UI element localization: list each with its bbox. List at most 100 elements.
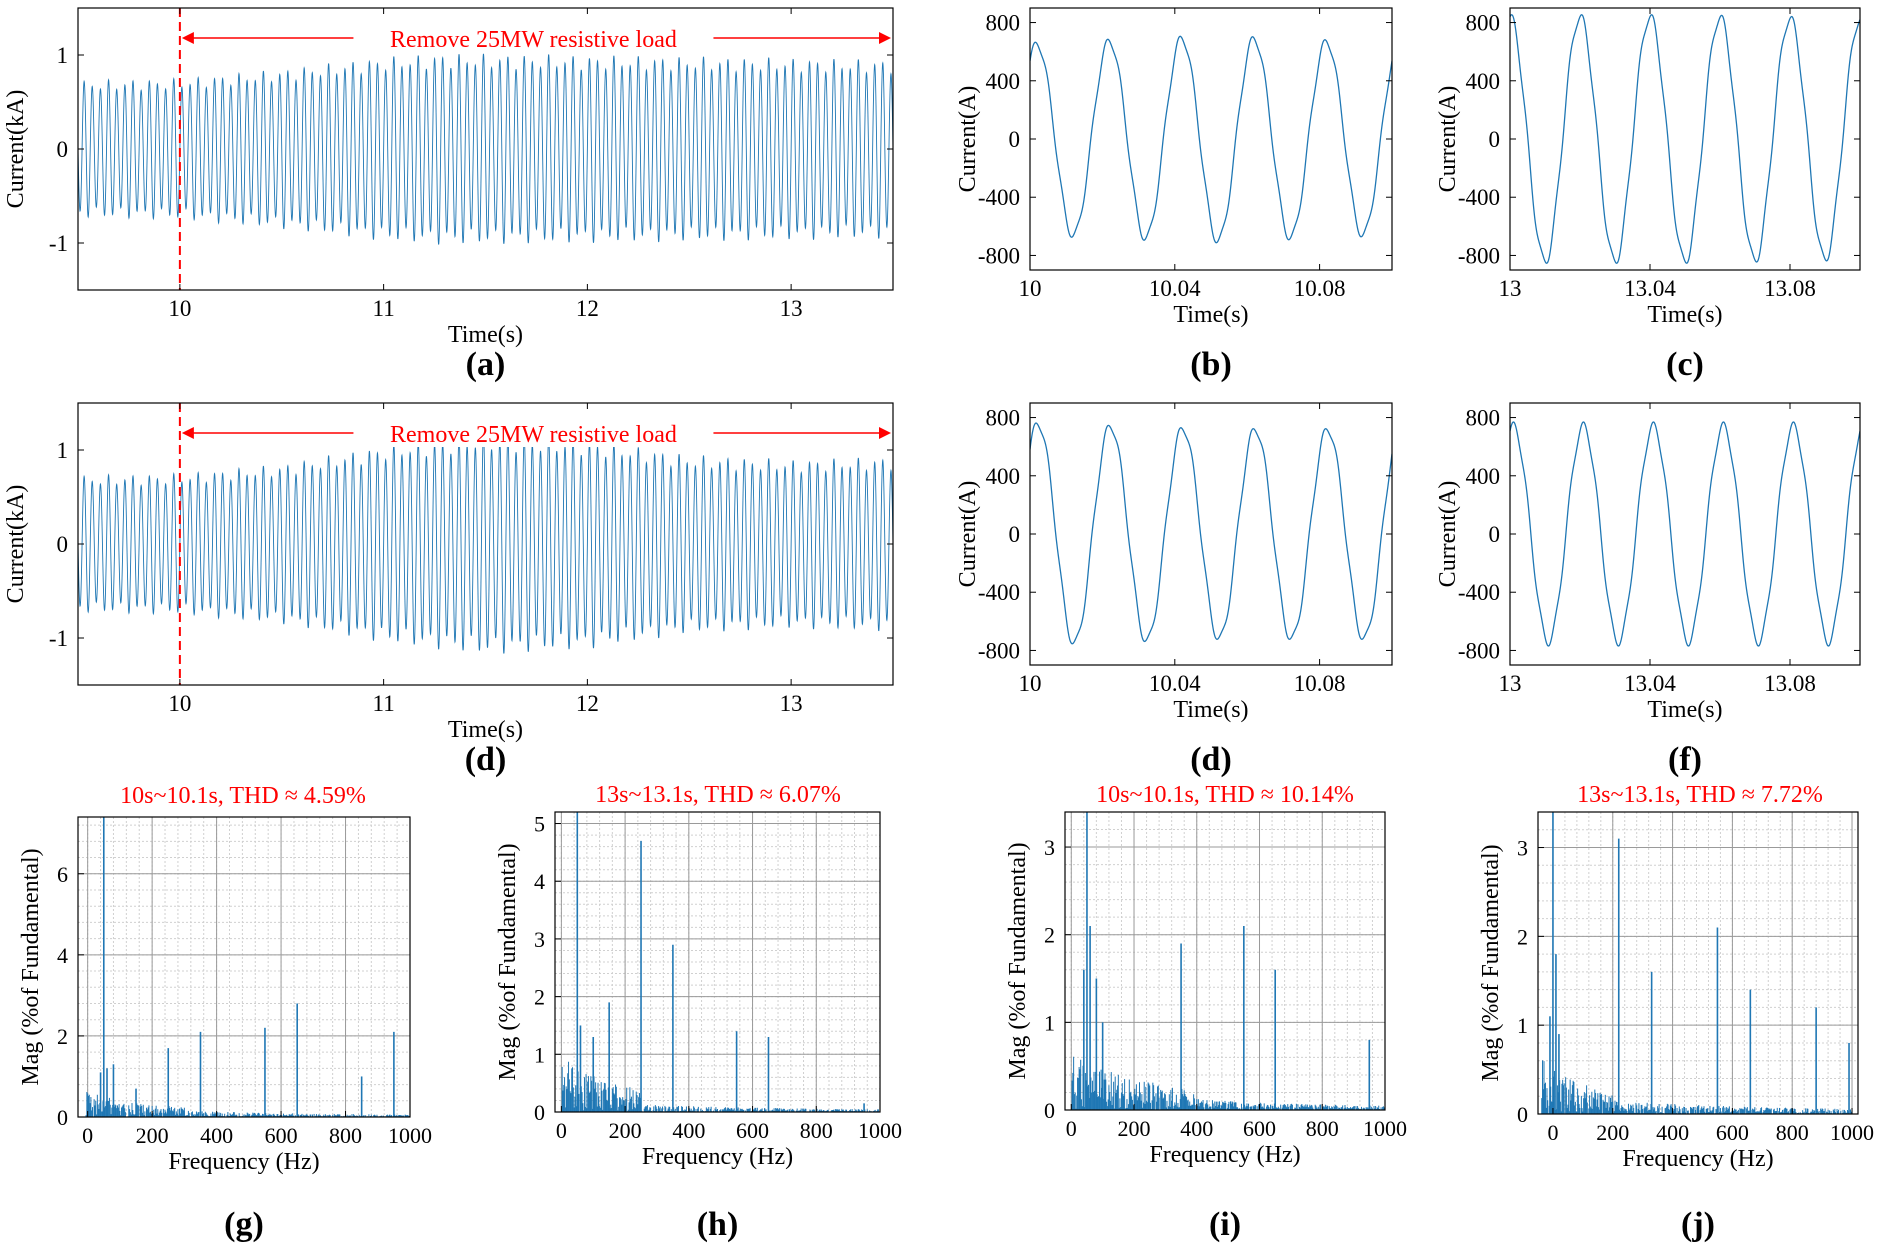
axes-frame (1537, 811, 1859, 1115)
series-i (1070, 812, 1385, 1110)
x-tick-label: 13.08 (1764, 671, 1816, 696)
x-axis-label: Frequency (Hz) (1149, 1142, 1300, 1168)
x-tick-label: 800 (1306, 1116, 1339, 1141)
y-tick-label: 3 (1044, 835, 1055, 860)
x-tick-label: 10.04 (1149, 671, 1201, 696)
x-tick-label: 0 (82, 1123, 93, 1148)
x-axis-label: Time(s) (1647, 302, 1722, 328)
chart-d: Remove 25MW resistive load 10 11 12 13 -1 0 1 Ti… (3, 402, 894, 778)
arrow-head-left (181, 427, 194, 439)
x-tick-label: 600 (1716, 1120, 1749, 1145)
x-tick-label: 200 (1596, 1120, 1629, 1145)
y-axis-label: Current(A) (1435, 86, 1461, 193)
grid (1065, 811, 1386, 1111)
y-tick-label: 2 (57, 1024, 68, 1049)
x-tick-label: 13.08 (1764, 276, 1816, 301)
x-tick-label: 13 (1499, 276, 1522, 301)
x-tick-label: 600 (1243, 1116, 1276, 1141)
y-tick-label: -400 (1458, 580, 1500, 605)
chart-f: 13 13.04 13.08 -800 -400 0 400 800 Time(s) Curren… (1435, 402, 1861, 778)
y-tick-label: 0 (1009, 522, 1021, 547)
y-tick-label: -800 (978, 243, 1020, 268)
y-tick-label: -400 (978, 185, 1020, 210)
axes-frame (554, 811, 881, 1113)
y-tick-label: 3 (1517, 836, 1528, 861)
x-tick-label: 1000 (858, 1118, 902, 1143)
chart-b: 10 10.04 10.08 -800 -400 0 400 800 Time(s) Curren… (955, 7, 1393, 383)
y-tick-label: 400 (986, 464, 1021, 489)
x-tick-label: 400 (1656, 1120, 1689, 1145)
series-g (83, 817, 410, 1117)
x-axis-label: Time(s) (1173, 302, 1248, 328)
x-axis-label: Time(s) (1647, 697, 1722, 723)
chart-h: 0 200 400 600 800 1000 0 1 2 3 4 5 Frequency (Hz) Mag… (495, 782, 902, 1243)
y-axis-label: Mag (%of Fundamental) (1478, 844, 1504, 1081)
x-tick-label: 10.08 (1294, 276, 1346, 301)
series-e (1030, 422, 1392, 645)
y-tick-label: 800 (986, 406, 1021, 431)
grid (555, 811, 881, 1113)
y-tick-label: 0 (1009, 127, 1021, 152)
y-tick-label: 1 (57, 438, 69, 463)
y-tick-label: 800 (986, 11, 1021, 36)
y-axis-label: Current(kA) (3, 485, 29, 604)
panel-label: (i) (1209, 1206, 1241, 1243)
y-tick-label: 0 (1489, 522, 1501, 547)
x-tick-label: 400 (200, 1123, 233, 1148)
y-axis-label: Mag (%of Fundamental) (18, 848, 44, 1085)
y-tick-label: -800 (1458, 243, 1500, 268)
axes-frame (77, 816, 411, 1118)
series-c (1510, 14, 1860, 264)
x-tick-label: 13 (780, 296, 803, 321)
x-tick-label: 10 (1019, 671, 1042, 696)
y-tick-label: 0 (57, 137, 69, 162)
waveform-line (78, 53, 893, 245)
y-axis-label: Current(kA) (3, 90, 29, 209)
panel-label: (d) (465, 741, 507, 778)
y-tick-label: 0 (534, 1100, 545, 1125)
x-axis-label: Time(s) (448, 322, 523, 348)
y-tick-label: 5 (534, 812, 545, 837)
x-tick-label: 13.04 (1624, 671, 1676, 696)
x-tick-label: 11 (373, 691, 395, 716)
y-tick-label: 1 (1517, 1013, 1528, 1038)
x-tick-label: 1000 (388, 1123, 432, 1148)
x-axis-label: Time(s) (448, 717, 523, 743)
y-tick-label: 400 (1466, 464, 1501, 489)
chart-i: 0 200 400 600 800 1000 0 1 2 3 Frequency (Hz) Mag (… (1005, 782, 1407, 1243)
y-tick-label: -1 (49, 626, 68, 651)
x-axis-label: Time(s) (1173, 697, 1248, 723)
waveform-line (1510, 421, 1860, 647)
x-tick-label: 800 (800, 1118, 833, 1143)
waveform-line (78, 433, 893, 654)
arrow-head-right (879, 32, 891, 44)
y-tick-label: -800 (1458, 638, 1500, 663)
y-axis-label: Current(A) (955, 481, 981, 588)
y-tick-label: 1 (1044, 1010, 1055, 1035)
axes-frame (1029, 402, 1393, 666)
x-tick-label: 600 (265, 1123, 298, 1148)
x-tick-label: 13.04 (1624, 276, 1676, 301)
y-tick-label: 400 (1466, 69, 1501, 94)
waveform-line (1030, 35, 1392, 244)
x-tick-label: 0 (1547, 1120, 1558, 1145)
axes-frame (1064, 811, 1386, 1111)
chart-title: 10s~10.1s, THD ≈ 10.14% (1096, 782, 1354, 808)
chart-e: 10 10.04 10.08 -800 -400 0 400 800 Time(s) Curren… (955, 402, 1393, 778)
y-axis-label: Current(A) (1435, 481, 1461, 588)
y-axis-label: Mag (%of Fundamental) (1005, 842, 1031, 1079)
x-tick-label: 1000 (1363, 1116, 1407, 1141)
y-tick-label: 1 (57, 43, 69, 68)
x-tick-label: 10.08 (1294, 671, 1346, 696)
series-d (78, 433, 893, 654)
series-h (560, 812, 880, 1112)
y-tick-label: 0 (57, 1105, 68, 1130)
x-tick-label: 600 (736, 1118, 769, 1143)
x-tick-label: 800 (329, 1123, 362, 1148)
x-axis-label: Frequency (Hz) (1622, 1146, 1773, 1172)
x-tick-label: 400 (672, 1118, 705, 1143)
chart-j: 0 200 400 600 800 1000 0 1 2 3 Frequency (Hz) Mag (… (1478, 782, 1874, 1243)
panel-label: (d) (1190, 741, 1232, 778)
axes-frame (1509, 402, 1861, 666)
